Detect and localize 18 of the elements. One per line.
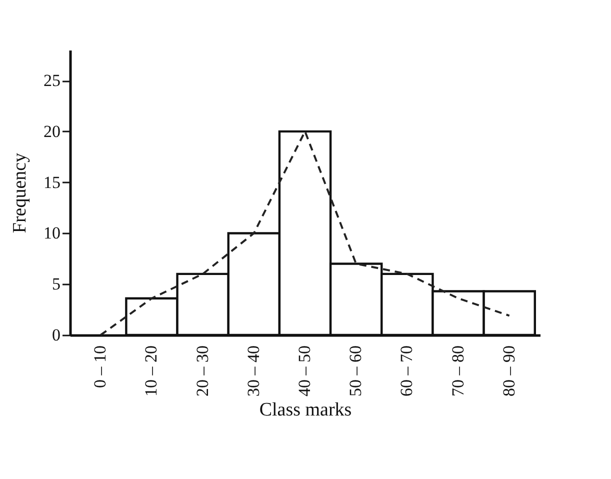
x-tick-label: 80 – 90 — [499, 346, 518, 396]
x-tick-label: 20 – 30 — [192, 346, 212, 396]
line-series — [100, 130, 510, 336]
y-tick-label: 20 — [44, 122, 60, 141]
x-tick-label: 70 – 80 — [448, 346, 468, 396]
x-tick-label: 50 – 60 — [346, 346, 366, 396]
x-axis-title: Class marks — [259, 400, 352, 420]
y-tick-label: 15 — [44, 172, 60, 192]
x-tick-label: 10 – 20 — [142, 346, 161, 396]
y-tick-label: 5 — [52, 274, 60, 294]
x-tick-label: 0 – 10 — [90, 346, 110, 388]
x-tick-label: 60 – 70 — [397, 346, 416, 396]
y-tick-label: 25 — [44, 71, 60, 90]
y-tick-label: 0 — [52, 326, 60, 344]
x-tick-label: 40 – 50 — [295, 346, 314, 396]
y-axis-title: Frequency — [10, 152, 30, 234]
y-tick-label: 10 — [44, 224, 60, 243]
x-tick-label: 30 – 40 — [244, 346, 263, 396]
